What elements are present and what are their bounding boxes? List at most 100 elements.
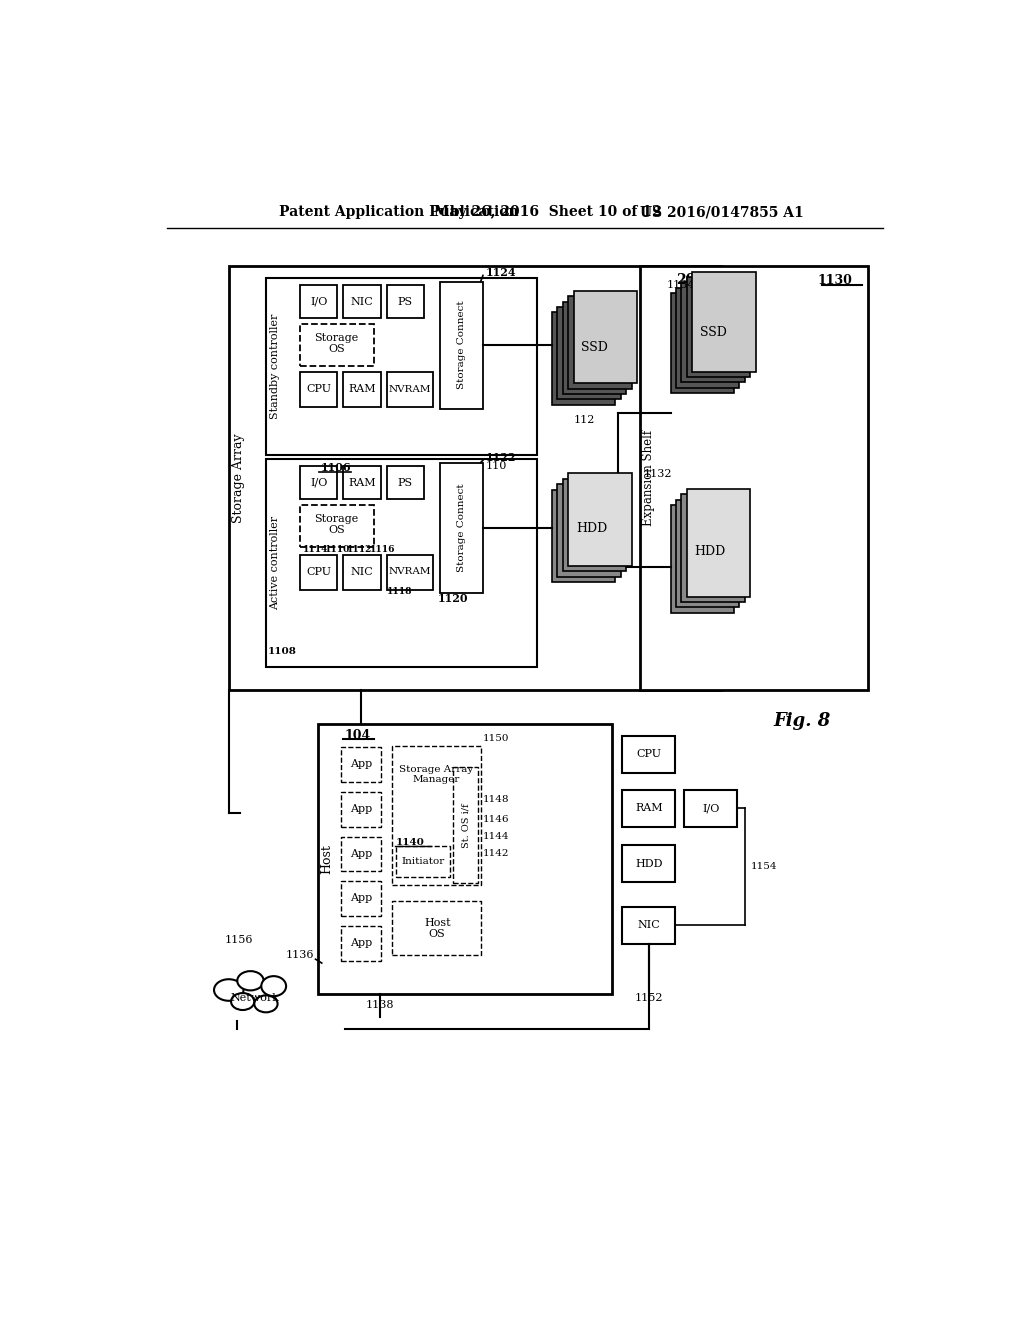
Bar <box>552 490 615 582</box>
Text: 1146: 1146 <box>483 814 510 824</box>
Text: NVRAM: NVRAM <box>389 568 431 577</box>
Bar <box>228 267 721 689</box>
Text: 1138: 1138 <box>366 1001 394 1010</box>
Text: 1122: 1122 <box>486 451 516 463</box>
Bar <box>341 837 381 871</box>
Text: 1136: 1136 <box>286 950 314 961</box>
Text: CPU: CPU <box>306 384 331 395</box>
Bar <box>563 479 627 572</box>
Text: US 2016/0147855 A1: US 2016/0147855 A1 <box>640 206 803 219</box>
Bar <box>343 372 381 407</box>
Text: Manager: Manager <box>413 775 460 784</box>
Text: Storage Array: Storage Array <box>399 764 473 774</box>
Text: 1120: 1120 <box>438 594 469 605</box>
Text: 112: 112 <box>573 416 595 425</box>
Text: PS: PS <box>398 297 413 306</box>
Text: 1118: 1118 <box>387 587 413 597</box>
Text: I/O: I/O <box>310 297 328 306</box>
Text: 1152: 1152 <box>635 993 664 1003</box>
Text: 1134: 1134 <box>667 280 695 290</box>
Text: I/O: I/O <box>702 804 720 813</box>
Text: Host: Host <box>424 917 451 928</box>
Bar <box>440 462 483 594</box>
Text: Standby controller: Standby controller <box>270 314 281 418</box>
Bar <box>440 281 483 409</box>
Text: App: App <box>350 894 373 903</box>
Bar <box>568 296 632 388</box>
Text: App: App <box>350 849 373 859</box>
Text: NVRAM: NVRAM <box>389 385 431 393</box>
Text: May 26, 2016  Sheet 10 of 12: May 26, 2016 Sheet 10 of 12 <box>434 206 662 219</box>
Bar <box>623 845 675 882</box>
Bar <box>341 747 381 781</box>
Text: Patent Application Publication: Patent Application Publication <box>280 206 519 219</box>
Text: 1106: 1106 <box>321 462 351 474</box>
Text: 1144: 1144 <box>483 833 510 841</box>
Bar <box>681 494 744 602</box>
Bar <box>266 277 538 455</box>
Text: 1154: 1154 <box>751 862 777 871</box>
Text: St. OS i/f: St. OS i/f <box>462 803 470 847</box>
Bar <box>341 792 381 826</box>
Bar <box>557 484 621 577</box>
Ellipse shape <box>231 993 254 1010</box>
Bar <box>300 466 337 499</box>
Bar <box>623 737 675 774</box>
Text: 110: 110 <box>486 462 508 471</box>
Bar <box>681 282 744 383</box>
Bar <box>392 902 481 956</box>
Text: I/O: I/O <box>310 478 328 487</box>
Bar <box>552 313 615 405</box>
Bar <box>300 504 374 548</box>
Text: 1156: 1156 <box>225 935 253 945</box>
Text: SSD: SSD <box>581 342 608 354</box>
Text: RAM: RAM <box>348 478 376 487</box>
Text: Active controller: Active controller <box>270 516 281 610</box>
Text: Storage Connect: Storage Connect <box>457 301 466 389</box>
Text: Storage Connect: Storage Connect <box>457 483 466 573</box>
Bar <box>341 882 381 916</box>
Text: HDD: HDD <box>694 545 726 557</box>
Bar <box>392 746 481 884</box>
Text: NIC: NIC <box>350 297 374 306</box>
Text: Initiator: Initiator <box>401 857 444 866</box>
Text: HDD: HDD <box>575 521 607 535</box>
Ellipse shape <box>261 977 286 997</box>
Text: App: App <box>350 804 373 814</box>
Text: 1116: 1116 <box>370 545 395 554</box>
Bar <box>573 290 637 383</box>
Bar <box>687 488 751 597</box>
Text: Network: Network <box>230 993 280 1003</box>
Bar <box>300 554 337 590</box>
Bar <box>300 285 337 318</box>
Text: Storage Array: Storage Array <box>231 433 245 523</box>
Text: 1148: 1148 <box>483 796 510 804</box>
Bar <box>623 789 675 826</box>
Bar <box>343 285 381 318</box>
Bar <box>387 285 424 318</box>
Text: 104: 104 <box>345 729 372 742</box>
Bar <box>396 846 451 876</box>
Text: 1108: 1108 <box>267 647 296 656</box>
Ellipse shape <box>238 972 263 990</box>
Text: PS: PS <box>398 478 413 487</box>
Bar <box>687 277 751 378</box>
Text: OS: OS <box>429 929 445 939</box>
Text: RAM: RAM <box>635 804 663 813</box>
Bar <box>568 474 632 566</box>
Text: OS: OS <box>328 345 345 354</box>
Text: 1112: 1112 <box>346 545 372 554</box>
Bar <box>317 725 612 994</box>
Text: 1142: 1142 <box>483 849 510 858</box>
Text: 1140: 1140 <box>396 838 425 846</box>
Bar <box>563 302 627 395</box>
Bar <box>387 466 424 499</box>
Bar <box>343 466 381 499</box>
Text: SSD: SSD <box>699 326 727 339</box>
Text: NIC: NIC <box>350 566 374 577</box>
Text: 202: 202 <box>677 273 706 286</box>
Bar <box>300 323 374 367</box>
Bar <box>623 907 675 944</box>
Ellipse shape <box>254 995 278 1012</box>
Text: Fig. 8: Fig. 8 <box>773 711 830 730</box>
